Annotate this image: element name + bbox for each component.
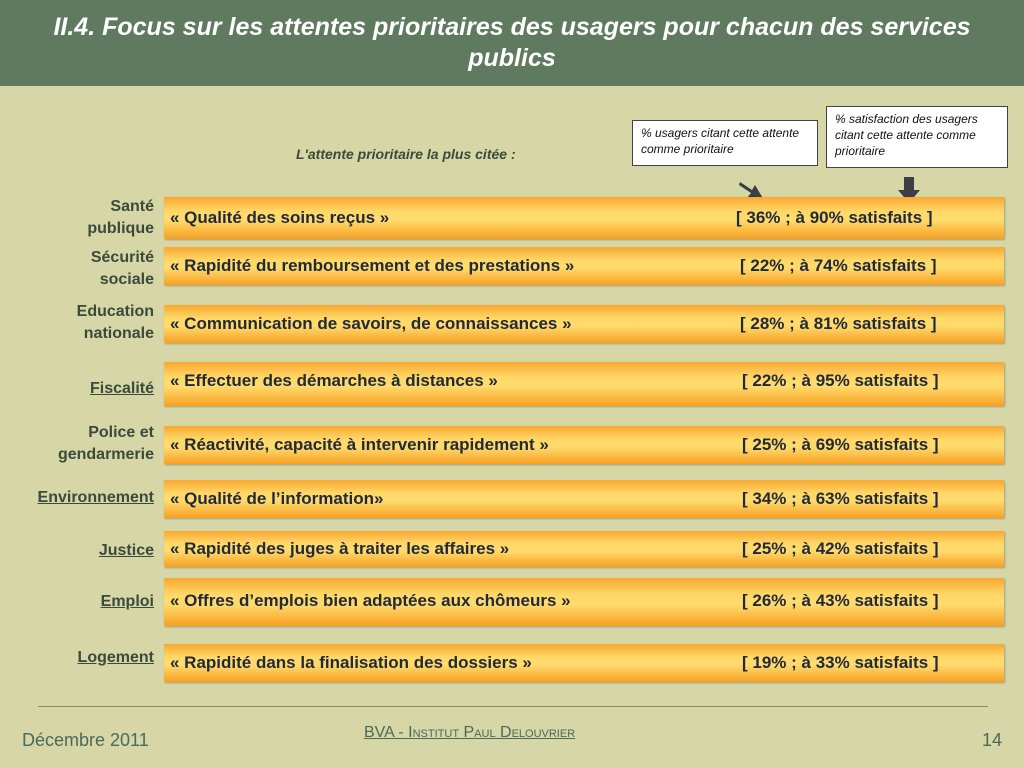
stat-text: [ 26% ; à 43% satisfaits ] — [742, 591, 939, 610]
service-label-police: Police et gendarmerie — [24, 422, 154, 466]
footer-organization: BVA - Institut Paul Delouvrier — [364, 724, 576, 741]
service-name: Santé publique — [87, 198, 154, 237]
row-bar-police: « Réactivité, capacité à intervenir rapi… — [164, 426, 1004, 464]
expectation-text: « Communication de savoirs, de connaissa… — [170, 314, 572, 333]
expectation-text: « Offres d’emplois bien adaptées aux chô… — [170, 591, 571, 610]
row-bar-environnement: « Qualité de l’information» [ 34% ; à 63… — [164, 480, 1004, 518]
service-name: Police et gendarmerie — [57, 424, 154, 463]
service-name: Education nationale — [76, 303, 154, 342]
expectation-text: « Rapidité des juges à traiter les affai… — [170, 539, 510, 558]
title-banner: II.4. Focus sur les attentes prioritaire… — [0, 0, 1024, 86]
service-label-logement: Logement — [78, 647, 154, 669]
stat-text: [ 36% ; à 90% satisfaits ] — [736, 208, 933, 227]
service-name: Sécurité sociale — [90, 249, 154, 288]
expectation-text: « Qualité de l’information» — [170, 489, 384, 508]
page-title: II.4. Focus sur les attentes prioritaire… — [53, 13, 971, 72]
arrow-down-icon — [739, 182, 764, 200]
row-bar-emploi: « Offres d’emplois bien adaptées aux chô… — [164, 578, 1004, 626]
service-name: Logement — [77, 649, 154, 666]
stat-text: [ 34% ; à 63% satisfaits ] — [742, 489, 939, 508]
service-name: Justice — [98, 542, 154, 559]
subheader: L'attente prioritaire la plus citée : — [296, 146, 516, 162]
legend-pct-satisfied: % satisfaction des usagers citant cette … — [826, 106, 1008, 168]
row-bar-education: « Communication de savoirs, de connaissa… — [164, 305, 1004, 343]
service-label-justice: Justice — [99, 540, 154, 562]
row-bar-sante: « Qualité des soins reçus » [ 36% ; à 90… — [164, 197, 1004, 239]
row-bar-logement: « Rapidité dans la finalisation des doss… — [164, 644, 1004, 682]
service-label-securite-sociale: Sécurité sociale — [64, 247, 154, 291]
expectation-text: « Réactivité, capacité à intervenir rapi… — [170, 435, 549, 454]
footer-divider — [38, 706, 988, 707]
service-label-emploi: Emploi — [101, 591, 154, 613]
page-number: 14 — [981, 730, 1002, 750]
service-label-fiscalite: Fiscalité — [90, 378, 154, 400]
service-name: Environnement — [37, 489, 154, 506]
arrow-down-icon — [898, 177, 920, 203]
stat-text: [ 22% ; à 74% satisfaits ] — [740, 256, 937, 275]
service-name: Fiscalité — [89, 380, 154, 397]
expectation-text: « Effectuer des démarches à distances » — [170, 371, 498, 390]
expectation-text: « Rapidité du remboursement et des prest… — [170, 256, 575, 275]
expectation-text: « Rapidité dans la finalisation des doss… — [170, 653, 532, 672]
stat-text: [ 22% ; à 95% satisfaits ] — [742, 371, 939, 390]
service-name: Emploi — [100, 593, 154, 610]
service-label-sante: Santé publique — [64, 196, 154, 240]
service-label-education: Education nationale — [44, 301, 154, 345]
stat-text: [ 28% ; à 81% satisfaits ] — [740, 314, 937, 333]
row-bar-fiscalite: « Effectuer des démarches à distances » … — [164, 362, 1004, 406]
expectation-text: « Qualité des soins reçus » — [170, 208, 390, 227]
stat-text: [ 19% ; à 33% satisfaits ] — [742, 653, 939, 672]
stat-text: [ 25% ; à 42% satisfaits ] — [742, 539, 939, 558]
legend-pct-citing: % usagers citant cette attente comme pri… — [632, 120, 818, 166]
row-bar-securite-sociale: « Rapidité du remboursement et des prest… — [164, 247, 1004, 285]
service-label-environnement: Environnement — [38, 487, 154, 509]
footer-date: Décembre 2011 — [22, 730, 149, 750]
row-bar-justice: « Rapidité des juges à traiter les affai… — [164, 531, 1004, 567]
stat-text: [ 25% ; à 69% satisfaits ] — [742, 435, 939, 454]
